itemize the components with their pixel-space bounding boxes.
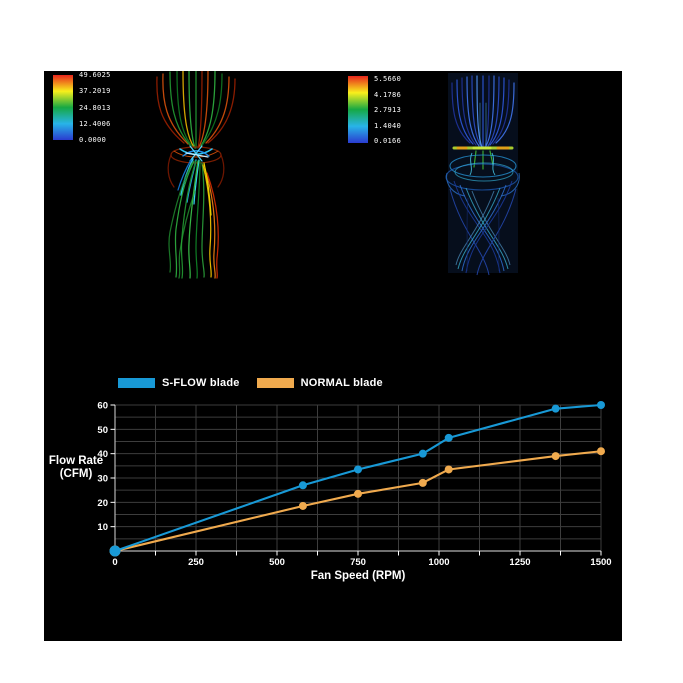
sflow-legend-label: S-FLOW blade xyxy=(162,377,240,389)
y-tick-label: 30 xyxy=(97,474,108,485)
colorbar-label: 5.5660 xyxy=(374,75,402,83)
colorbar-label: 49.6025 xyxy=(79,71,111,79)
y-tick-label: 20 xyxy=(97,498,108,509)
cfd-streamlines-left xyxy=(156,71,236,279)
outlet-streamlines xyxy=(167,154,225,279)
outlet-lattice xyxy=(449,180,517,276)
y-tick-label: 50 xyxy=(97,425,108,436)
colorbar-label: 0.0166 xyxy=(374,137,402,145)
normal-legend-label: NORMAL blade xyxy=(300,377,383,389)
legend-item-normal: NORMAL blade xyxy=(256,377,383,389)
colorbar-label: 1.4040 xyxy=(374,121,402,130)
data-point xyxy=(354,465,362,474)
data-point xyxy=(418,478,427,487)
data-point xyxy=(551,452,560,461)
swirl-loops xyxy=(445,152,520,197)
data-point xyxy=(597,401,605,409)
colorbar-label: 2.7913 xyxy=(374,106,402,114)
normal-legend-swatch xyxy=(256,378,294,388)
y-tick-label: 60 xyxy=(97,401,108,412)
cfd-streamlines-right xyxy=(445,73,520,276)
x-tick-label: 750 xyxy=(350,557,366,568)
x-tick-label: 0 xyxy=(112,557,117,568)
data-point xyxy=(298,481,307,490)
y-axis-title-line2: (CFM) xyxy=(59,468,93,480)
chart-legend: S-FLOW blade NORMAL blade xyxy=(118,377,400,389)
data-point xyxy=(418,449,427,458)
right-colorbar-labels: 5.5660 4.1786 2.7913 1.4040 0.0166 xyxy=(374,75,401,145)
colorbar-label: 4.1786 xyxy=(374,90,402,99)
colorbar-label: 0.0000 xyxy=(79,136,107,144)
x-tick-label: 1500 xyxy=(590,557,611,568)
colorbar-label: 24.8013 xyxy=(79,103,111,112)
x-tick-label: 1000 xyxy=(428,557,449,568)
y-axis-title-line1: Flow Rate xyxy=(48,455,104,467)
x-tick-label: 250 xyxy=(188,557,204,568)
colorbar-label: 37.2019 xyxy=(79,87,111,96)
data-point xyxy=(298,501,307,510)
x-tick-label: 500 xyxy=(269,557,285,568)
data-point xyxy=(597,447,605,456)
sflow-legend-swatch xyxy=(118,378,155,388)
flow-rate-chart: 0 250 500 750 1000 1250 1500 10 20 30 40 50 60 xyxy=(97,401,611,569)
x-axis-title: Fan Speed (RPM) xyxy=(310,570,406,582)
right-colorbar-gradient xyxy=(348,76,368,143)
data-point xyxy=(551,404,560,413)
data-point xyxy=(444,433,453,442)
data-point xyxy=(444,465,453,474)
black-panel: 49.6025 37.2019 24.8013 12.4006 0.0000 5… xyxy=(44,71,622,641)
y-axis-title: Flow Rate (CFM) xyxy=(43,455,109,481)
y-tick-label: 40 xyxy=(97,449,108,460)
data-point xyxy=(109,545,121,557)
data-point xyxy=(354,489,362,498)
legend-item-sflow: S-FLOW blade xyxy=(118,377,240,389)
left-colorbar-labels: 49.6025 37.2019 24.8013 12.4006 0.0000 xyxy=(79,71,111,144)
x-tick-label: 1250 xyxy=(509,557,530,568)
colorbar-label: 12.4006 xyxy=(79,119,111,128)
inlet-streamlines xyxy=(156,71,236,149)
inlet-streamlines xyxy=(451,75,515,148)
left-colorbar-gradient xyxy=(53,75,73,140)
y-tick-label: 10 xyxy=(97,522,108,533)
